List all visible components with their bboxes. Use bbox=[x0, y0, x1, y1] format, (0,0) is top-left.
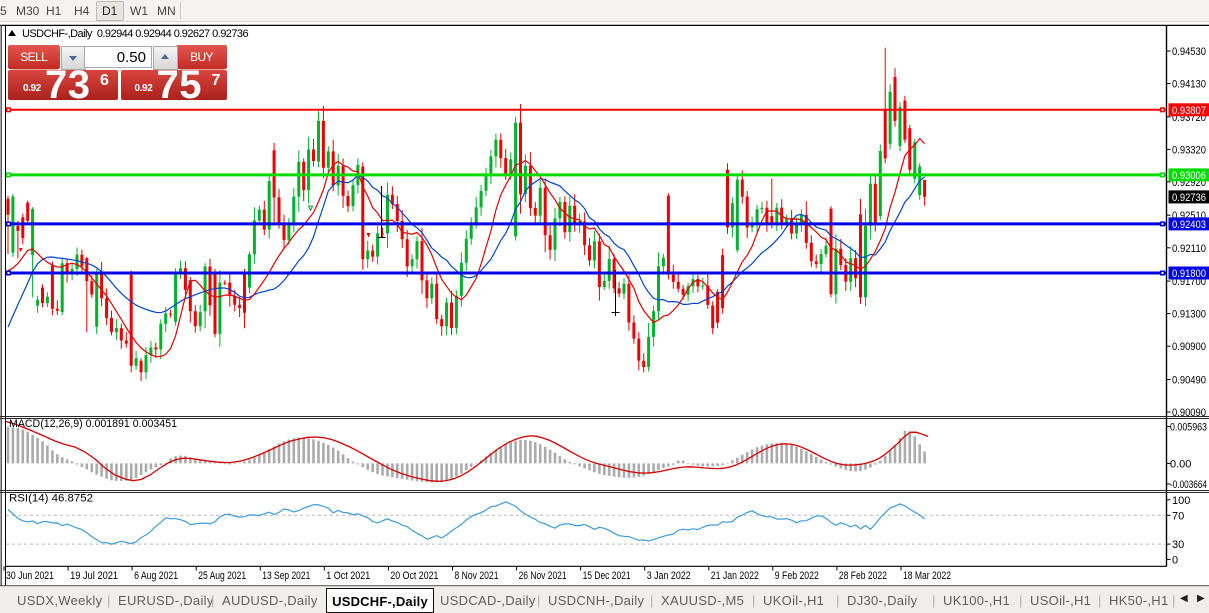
svg-text:8 Nov 2021: 8 Nov 2021 bbox=[455, 570, 499, 582]
svg-text:0.92403: 0.92403 bbox=[1172, 219, 1206, 231]
svg-text:28 Feb 2022: 28 Feb 2022 bbox=[839, 570, 887, 582]
svg-text:26 Nov 2021: 26 Nov 2021 bbox=[519, 570, 567, 582]
svg-text:0.00: 0.00 bbox=[1170, 458, 1191, 470]
svg-text:0.005963: 0.005963 bbox=[1170, 422, 1207, 434]
svg-text:MACD(12,26,9) 0.001891 0.00345: MACD(12,26,9) 0.001891 0.003451 bbox=[9, 418, 177, 430]
svg-text:20 Oct 2021: 20 Oct 2021 bbox=[390, 570, 438, 582]
svg-text:18 Mar 2022: 18 Mar 2022 bbox=[903, 570, 951, 582]
svg-text:70: 70 bbox=[1172, 510, 1184, 522]
svg-text:30: 30 bbox=[1172, 539, 1184, 551]
svg-text:19 Jul 2021: 19 Jul 2021 bbox=[70, 570, 118, 582]
svg-text:21 Jan 2022: 21 Jan 2022 bbox=[711, 570, 759, 582]
svg-text:0.94530: 0.94530 bbox=[1172, 46, 1206, 58]
svg-text:0.91300: 0.91300 bbox=[1172, 309, 1206, 321]
svg-text:25 Aug 2021: 25 Aug 2021 bbox=[198, 570, 246, 582]
svg-text:0.93320: 0.93320 bbox=[1172, 144, 1206, 156]
svg-text:1 Oct 2021: 1 Oct 2021 bbox=[326, 570, 370, 582]
svg-text:0.93006: 0.93006 bbox=[1172, 170, 1206, 182]
svg-text:0.90090: 0.90090 bbox=[1172, 407, 1206, 419]
svg-text:0.90900: 0.90900 bbox=[1172, 341, 1206, 353]
svg-text:0.90490: 0.90490 bbox=[1172, 375, 1206, 387]
svg-text:9 Feb 2022: 9 Feb 2022 bbox=[775, 570, 819, 582]
svg-text:13 Sep 2021: 13 Sep 2021 bbox=[262, 570, 310, 582]
svg-text:0.93807: 0.93807 bbox=[1172, 105, 1206, 117]
svg-text:30 Jun 2021: 30 Jun 2021 bbox=[6, 570, 54, 582]
svg-text:0.94130: 0.94130 bbox=[1172, 79, 1206, 91]
svg-text:RSI(14) 46.8752: RSI(14) 46.8752 bbox=[9, 493, 93, 505]
svg-text:100: 100 bbox=[1172, 495, 1190, 507]
svg-text:15 Dec 2021: 15 Dec 2021 bbox=[583, 570, 631, 582]
svg-text:0.91800: 0.91800 bbox=[1172, 268, 1206, 280]
svg-text:0: 0 bbox=[1172, 554, 1178, 566]
svg-text:0.92736: 0.92736 bbox=[1172, 192, 1206, 204]
svg-text:-0.003664: -0.003664 bbox=[1170, 479, 1207, 491]
svg-text:6 Aug 2021: 6 Aug 2021 bbox=[134, 570, 178, 582]
svg-text:0.92110: 0.92110 bbox=[1172, 243, 1206, 255]
svg-text:3 Jan 2022: 3 Jan 2022 bbox=[647, 570, 691, 582]
